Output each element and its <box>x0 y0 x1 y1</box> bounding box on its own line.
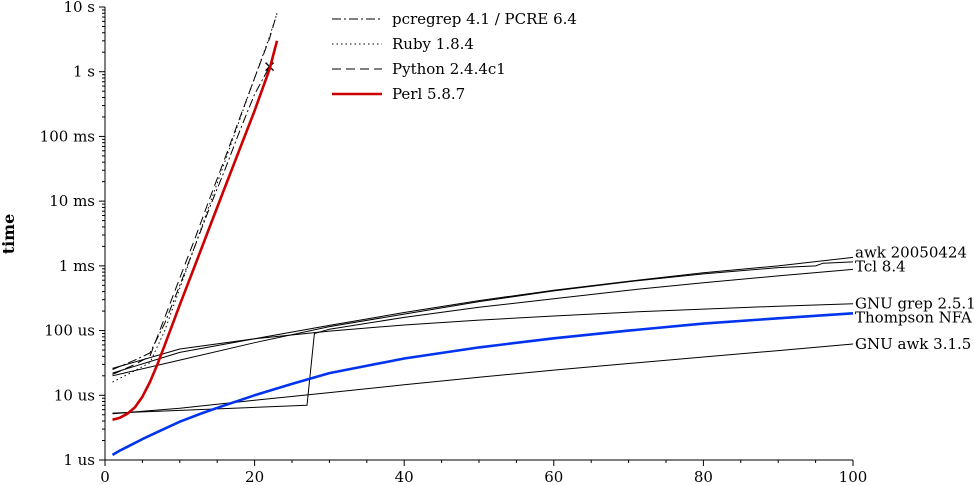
y-tick-label: 1 us <box>63 451 95 469</box>
axes: 1 us 10 us 100 us 1 ms 10 ms 100 ms 1 s 10 s 0 20… <box>40 0 868 485</box>
series-line-1 <box>112 13 278 383</box>
series-line-9 <box>112 343 854 415</box>
series-line-3 <box>112 40 279 421</box>
series-end-label: GNU grep 2.5.1 <box>855 295 974 313</box>
legend-label: pcregrep 4.1 / PCRE 6.4 <box>392 10 577 28</box>
legend-label: Perl 5.8.7 <box>392 85 465 103</box>
series-line-6 <box>112 303 854 369</box>
x-tick-label: 60 <box>544 468 563 485</box>
y-tick-label: 100 ms <box>40 127 95 145</box>
x-tick-label: 40 <box>395 468 414 485</box>
series-line-8 <box>112 268 854 414</box>
series-end-label: Tcl 8.4 <box>855 257 906 275</box>
series-end-label: Thompson NFA <box>855 308 972 326</box>
series-end-label: awk 20050424 <box>855 244 967 262</box>
series-line-5 <box>112 261 854 377</box>
series-line-2 <box>112 13 278 375</box>
y-tick-label: 10 us <box>54 386 95 404</box>
series-line-7 <box>111 312 854 457</box>
legend-label: Ruby 1.8.4 <box>392 35 474 53</box>
y-tick-label: 10 s <box>63 0 95 16</box>
x-tick-label: 80 <box>694 468 713 485</box>
y-tick-label: 1 s <box>73 63 95 81</box>
y-tick-label: 10 ms <box>49 192 95 210</box>
y-tick-label: 100 us <box>44 322 95 340</box>
y-axis-title: time <box>0 214 18 255</box>
x-tick-label: 100 <box>839 468 868 485</box>
legend-label: Python 2.4.4c1 <box>392 60 506 78</box>
series-end-label: GNU awk 3.1.5 <box>855 335 971 353</box>
x-tick-label: 20 <box>245 468 264 485</box>
series-layer <box>111 13 854 457</box>
x-tick-label: 0 <box>100 468 110 485</box>
series-line-4 <box>112 256 854 374</box>
y-tick-label: 1 ms <box>59 257 95 275</box>
series-line-0 <box>112 66 271 370</box>
legend: pcregrep 4.1 / PCRE 6.4 Ruby 1.8.4 Python … <box>332 10 577 103</box>
